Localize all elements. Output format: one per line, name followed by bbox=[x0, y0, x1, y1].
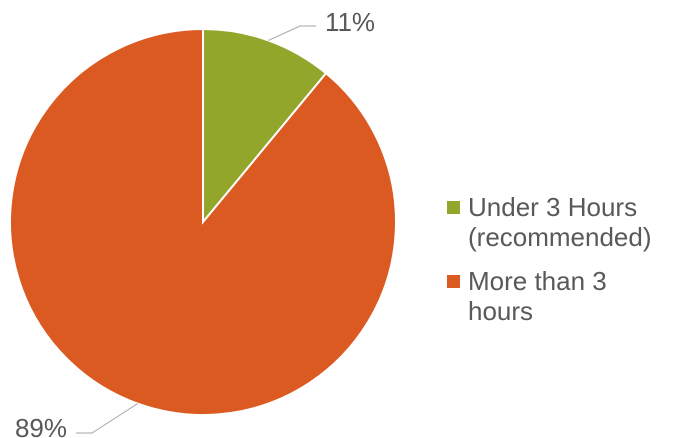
legend-swatch-under-3-hours bbox=[447, 201, 460, 214]
legend-swatch-more-than-3-hours bbox=[447, 275, 460, 288]
legend-label-line: hours bbox=[468, 296, 534, 326]
leader-line-1 bbox=[76, 403, 138, 434]
data-label-1: 89% bbox=[15, 413, 67, 438]
data-label-0: 11% bbox=[325, 7, 375, 37]
legend: Under 3 Hours (recommended) More than 3 … bbox=[447, 192, 695, 340]
legend-label-line: Under 3 Hours bbox=[468, 192, 638, 222]
legend-item-more-than-3-hours: More than 3 hours bbox=[447, 266, 695, 326]
leader-line-0 bbox=[268, 25, 316, 41]
legend-label-line: (recommended) bbox=[468, 222, 652, 252]
legend-item-under-3-hours: Under 3 Hours (recommended) bbox=[447, 192, 695, 252]
pie-slice-1 bbox=[9, 27, 397, 416]
legend-label-line: More than 3 bbox=[468, 266, 607, 296]
